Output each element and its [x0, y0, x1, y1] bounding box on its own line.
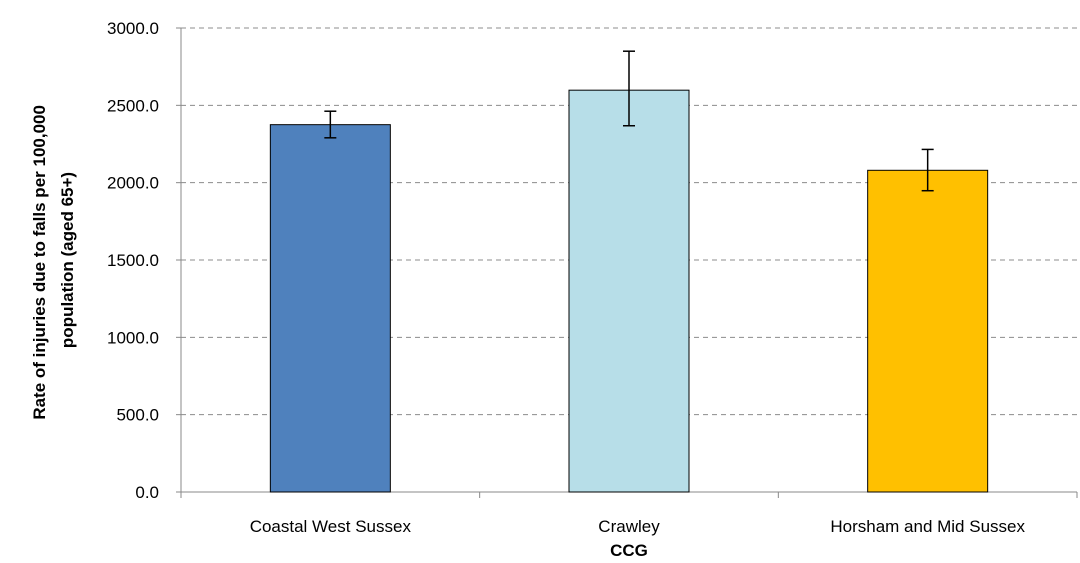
x-tick-label: Crawley: [598, 517, 660, 536]
bar: [867, 169, 989, 493]
y-axis-title-line-1: Rate of injuries due to falls per 100,00…: [30, 105, 49, 420]
x-axis-title: CCG: [610, 541, 648, 560]
y-tick-label: 500.0: [116, 406, 159, 425]
x-tick-label: Horsham and Mid Sussex: [830, 517, 1025, 536]
y-axis-title-line-2: population (aged 65+): [58, 172, 77, 348]
bar: [269, 124, 391, 493]
y-tick-labels: 0.0 500.0 1000.0 1500.0 2000.0 2500.0 3000.0: [107, 19, 159, 502]
y-tick-label: 1500.0: [107, 251, 159, 270]
y-tick-label: 1000.0: [107, 328, 159, 347]
error-bars: [324, 50, 934, 192]
y-axis-title: Rate of injuries due to falls per 100,00…: [30, 100, 77, 419]
y-tick-label: 2000.0: [107, 174, 159, 193]
x-tick-labels: Coastal West Sussex Crawley Horsham and Mi…: [250, 517, 1026, 536]
bar: [568, 89, 690, 493]
bars: [269, 89, 989, 493]
y-tick-label: 0.0: [135, 483, 159, 502]
x-tick-label: Coastal West Sussex: [250, 517, 412, 536]
y-tick-label: 3000.0: [107, 19, 159, 38]
y-tick-label: 2500.0: [107, 96, 159, 115]
